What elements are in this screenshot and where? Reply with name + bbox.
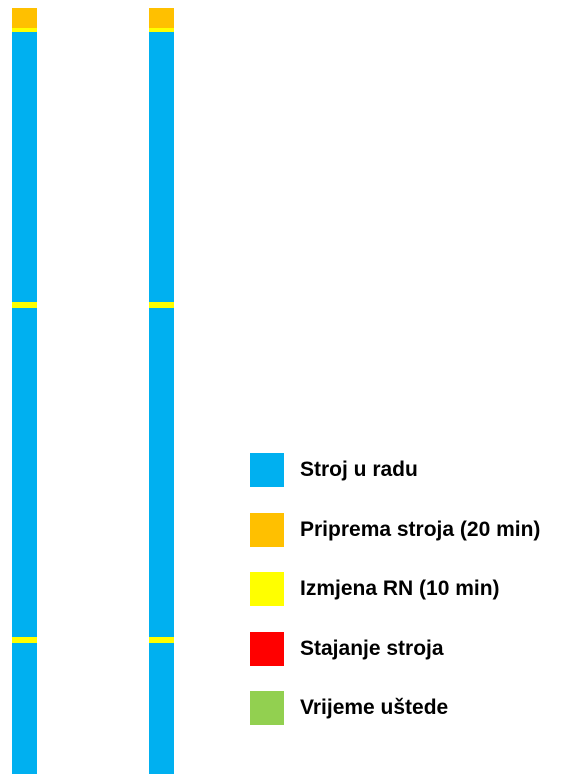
legend-label-running: Stroj u radu (300, 458, 418, 481)
legend-item-setup: Priprema stroja (20 min) (250, 512, 540, 548)
machine-timeline-1 (12, 8, 37, 774)
legend-swatch-savings (250, 691, 284, 725)
legend-label-savings: Vrijeme uštede (300, 696, 449, 719)
legend-swatch-running (250, 453, 284, 487)
legend-item-stoppage: Stajanje stroja (250, 631, 540, 667)
timeline-segment-change (149, 636, 174, 643)
machine-timeline-2 (149, 8, 174, 774)
timeline-segment-change (12, 636, 37, 643)
timeline-segment-change (149, 302, 174, 309)
legend-swatch-stoppage (250, 631, 284, 666)
timeline-segment-change (149, 28, 174, 33)
timeline-segment-change (12, 28, 37, 33)
timeline-segment-running (149, 32, 174, 303)
legend-label-stoppage: Stajanje stroja (300, 636, 444, 660)
legend-label-change: Izmjena RN (10 min) (300, 577, 500, 600)
legend-swatch-change (250, 572, 284, 606)
timeline-segment-running (12, 642, 37, 774)
legend: Stroj u radu Priprema stroja (20 min) Iz… (250, 452, 540, 750)
timeline-segment-running (149, 308, 174, 637)
legend-swatch-setup (250, 512, 284, 547)
legend-item-running: Stroj u radu (250, 452, 540, 488)
timeline-segment-running (12, 308, 37, 637)
legend-item-change: Izmjena RN (10 min) (250, 571, 540, 607)
timeline-segment-setup (12, 8, 37, 29)
legend-item-savings: Vrijeme uštede (250, 690, 540, 726)
timeline-segment-setup (149, 8, 174, 29)
timeline-segment-running (12, 32, 37, 303)
legend-label-setup: Priprema stroja (20 min) (300, 517, 541, 541)
timeline-segment-change (12, 302, 37, 309)
timeline-segment-running (149, 642, 174, 774)
